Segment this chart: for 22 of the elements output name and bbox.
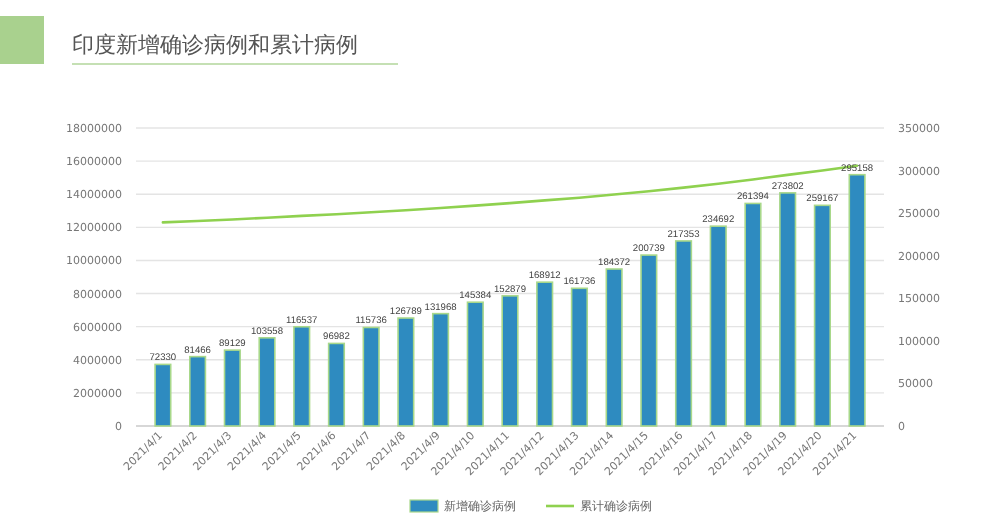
bar bbox=[397, 317, 415, 427]
bar bbox=[327, 342, 346, 427]
bar bbox=[154, 363, 172, 427]
bar bbox=[744, 202, 762, 427]
bar bbox=[605, 268, 623, 427]
bar bbox=[431, 312, 450, 427]
bar bbox=[813, 204, 831, 427]
bar bbox=[779, 192, 797, 427]
bar bbox=[293, 325, 311, 427]
bar bbox=[570, 287, 589, 427]
bar bbox=[362, 326, 380, 427]
bar bbox=[258, 337, 276, 427]
bar bbox=[640, 254, 658, 427]
bar bbox=[501, 295, 519, 427]
bar bbox=[536, 281, 554, 427]
bar bbox=[709, 225, 727, 427]
chart-title: 印度新增确诊病例和累计病例 bbox=[72, 32, 358, 58]
bar bbox=[189, 355, 207, 427]
bar bbox=[674, 240, 693, 427]
bar bbox=[466, 301, 484, 427]
bar bbox=[223, 349, 241, 427]
bar bbox=[848, 173, 866, 427]
